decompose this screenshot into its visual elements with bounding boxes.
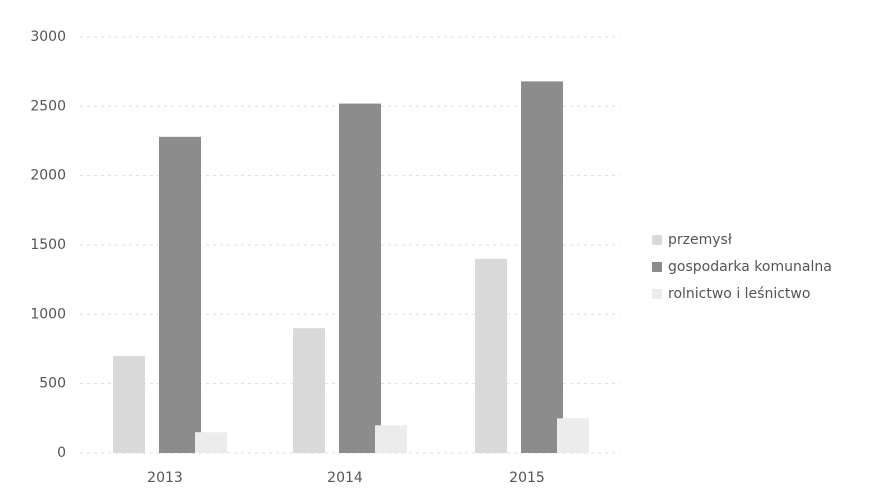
y-tick-label: 2500 xyxy=(30,98,66,114)
legend-swatch xyxy=(652,262,662,272)
legend-swatch xyxy=(652,235,662,245)
x-tick-label: 2014 xyxy=(327,470,363,486)
bar xyxy=(113,355,145,453)
legend-swatch xyxy=(652,289,662,299)
y-tick-label: 1500 xyxy=(30,237,66,253)
y-tick-label: 1000 xyxy=(30,306,66,322)
bar xyxy=(339,103,381,453)
x-tick-label: 2015 xyxy=(509,470,545,486)
y-tick-label: 3000 xyxy=(30,29,66,45)
bar xyxy=(195,432,227,453)
legend-label: gospodarka komunalna xyxy=(668,259,832,275)
bar xyxy=(293,328,325,453)
bar xyxy=(159,136,201,453)
y-tick-label: 0 xyxy=(57,445,66,461)
legend-label: przemysł xyxy=(668,232,732,248)
y-tick-label: 2000 xyxy=(30,168,66,184)
bar xyxy=(557,418,589,453)
x-tick-label: 2013 xyxy=(147,470,183,486)
y-tick-label: 500 xyxy=(39,376,66,392)
bar xyxy=(375,425,407,453)
bar xyxy=(475,258,507,453)
legend-label: rolnictwo i leśnictwo xyxy=(668,286,810,302)
bar xyxy=(521,81,563,453)
